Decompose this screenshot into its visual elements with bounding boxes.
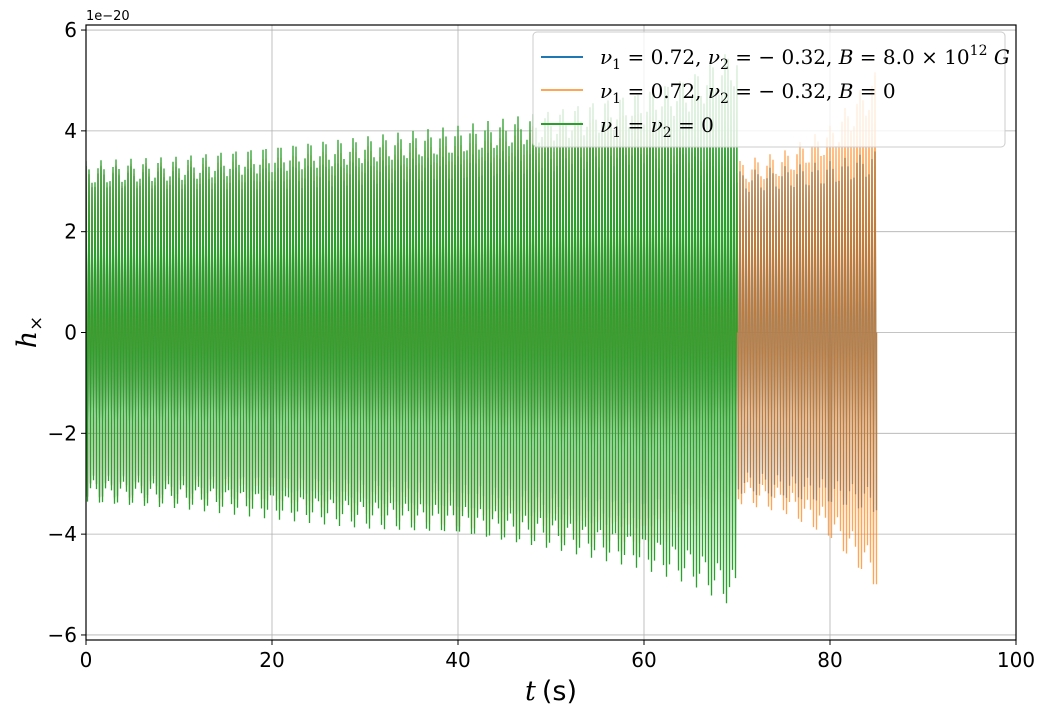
y-tick-label: −2 — [48, 421, 77, 445]
legend: ν1 = 0.72, ν2 = − 0.32, B = 8.0 × 1012 G… — [532, 31, 1010, 148]
y-axis-label: h× — [12, 316, 47, 348]
x-tick-label: 0 — [80, 648, 93, 672]
y-tick-label: 0 — [64, 321, 77, 345]
y-offset-label: 1e−20 — [86, 9, 130, 24]
series-3-line — [86, 54, 738, 604]
x-tick-label: 80 — [817, 648, 842, 672]
x-tick-label: 100 — [997, 648, 1035, 672]
y-axis: −6 −4 −2 0 2 4 6 — [48, 18, 86, 647]
x-tick-label: 60 — [631, 648, 656, 672]
series-layer — [86, 54, 878, 604]
x-axis-label: t (s) — [525, 676, 577, 707]
y-tick-label: 2 — [64, 220, 77, 244]
legend-box — [532, 31, 1006, 148]
x-axis: 0 20 40 60 80 100 — [80, 640, 1035, 672]
x-tick-label: 40 — [445, 648, 470, 672]
y-tick-label: −4 — [48, 522, 77, 546]
x-tick-label: 20 — [259, 648, 284, 672]
legend-entry-series-1: ν1 = 0.72, ν2 = − 0.32, B = 8.0 × 1012 G — [600, 43, 1010, 73]
legend-entry-series-2: ν1 = 0.72, ν2 = − 0.32, B = 0 — [600, 79, 896, 107]
y-tick-label: 4 — [64, 119, 77, 143]
y-tick-label: −6 — [48, 623, 77, 647]
y-tick-label: 6 — [64, 18, 77, 42]
